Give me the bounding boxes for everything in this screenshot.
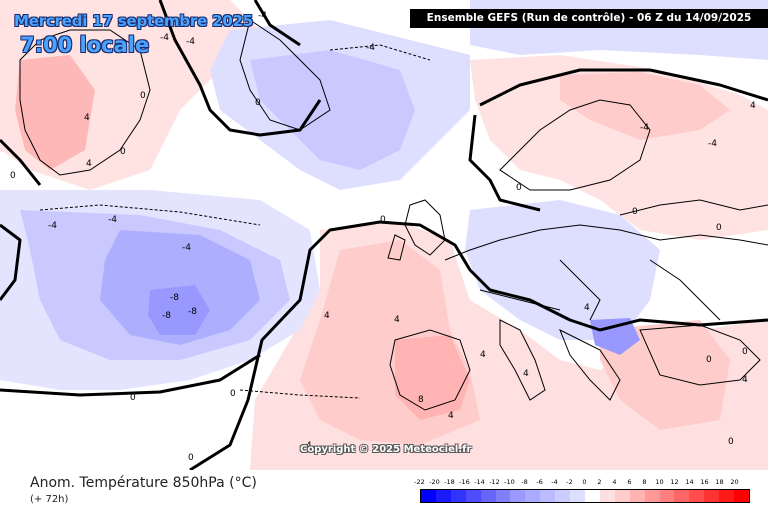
legend-swatch (480, 490, 496, 502)
contour-value-label: 4 (394, 315, 400, 325)
run-info-banner: Ensemble GEFS (Run de contrôle) - 06 Z d… (410, 9, 768, 28)
contour-value-label: 0 (716, 223, 722, 233)
legend-swatch (495, 490, 511, 502)
legend-label: 0 (582, 478, 587, 486)
legend-label: 18 (715, 478, 724, 486)
contour-value-label: -4 (160, 33, 169, 43)
lead-time-label: (+ 72h) (30, 494, 69, 505)
contour-value-label: 4 (742, 375, 748, 385)
legend-label: -6 (536, 478, 543, 486)
contour-value-label: 0 (728, 437, 734, 447)
legend-color-bar (420, 489, 750, 503)
contour-value-label: -4 (640, 123, 649, 133)
contour-value-label: -8 (188, 307, 197, 317)
contour-value-label: 0 (130, 393, 136, 403)
legend-swatch (435, 490, 451, 502)
contour-value-label: 4 (523, 369, 529, 379)
legend-swatch (510, 490, 526, 502)
contour-value-label: 0 (255, 98, 261, 108)
contour-value-label: 4 (480, 350, 486, 360)
legend-label: -20 (429, 478, 440, 486)
parameter-label: Anom. Température 850hPa (°C) (30, 475, 257, 491)
dashed-contours (39, 44, 431, 399)
legend-swatch (614, 490, 630, 502)
legend-label: 8 (642, 478, 647, 486)
legend-label: 20 (730, 478, 739, 486)
legend-label: 14 (685, 478, 694, 486)
contour-value-label: -4 (182, 243, 191, 253)
legend-label: -2 (566, 478, 573, 486)
legend-swatch (450, 490, 466, 502)
contour-value-label: 0 (742, 347, 748, 357)
legend-swatch (555, 490, 571, 502)
legend-swatch (659, 490, 675, 502)
legend-swatch (540, 490, 556, 502)
contour-value-label: -8 (170, 293, 179, 303)
legend-label: -8 (521, 478, 528, 486)
contour-value-label: 4 (324, 311, 330, 321)
contour-value-label: 0 (188, 453, 194, 463)
legend-swatch (644, 490, 660, 502)
contour-value-label: 0 (632, 207, 638, 217)
legend-swatch (674, 490, 690, 502)
legend-label: -22 (414, 478, 425, 486)
legend-label: 16 (700, 478, 709, 486)
contour-value-label: 4 (84, 113, 90, 123)
coastlines (19, 19, 768, 411)
contour-value-label: 0 (706, 355, 712, 365)
legend-swatch (599, 490, 615, 502)
legend-label: 12 (670, 478, 679, 486)
contour-value-label: -4 (48, 221, 57, 231)
legend-label: 2 (597, 478, 602, 486)
forecast-time: 7:00 locale (20, 33, 150, 57)
contour-value-label: 0 (516, 183, 522, 193)
legend-swatch (421, 490, 436, 502)
anomaly-negative-areas (0, 0, 768, 390)
legend-label: -18 (444, 478, 455, 486)
contour-value-label: 4 (306, 441, 312, 451)
contour-labels: -4 -4 -4 -4 0 0 0 4 4 0 -4 -4 -4 -8 -8 -8 0 0 4 4 4 4 8 4 0 4 4 4 0 -… (10, 11, 756, 463)
contour-value-label: -8 (162, 311, 171, 321)
legend-swatch (689, 490, 705, 502)
legend-label: -12 (489, 478, 500, 486)
contour-value-label: 0 (10, 171, 16, 181)
legend-swatch (734, 490, 749, 502)
legend-swatch (584, 490, 600, 502)
legend-label: -16 (459, 478, 470, 486)
forecast-date: Mercredi 17 septembre 2025 (14, 12, 254, 30)
copyright-notice: Copyright © 2025 Meteociel.fr (300, 444, 472, 455)
legend-swatch (525, 490, 541, 502)
anomaly-positive-areas (0, 0, 768, 470)
legend-swatch (465, 490, 481, 502)
contour-value-label: -4 (108, 215, 117, 225)
contour-value-label: -4 (708, 139, 717, 149)
zero-contours (0, 0, 768, 470)
contour-value-label: 4 (448, 411, 454, 421)
contour-value-label: -4 (366, 43, 375, 53)
legend-label: -10 (504, 478, 515, 486)
contour-value-label: 4 (86, 159, 92, 169)
legend-label: 4 (612, 478, 617, 486)
contour-value-label: 4 (750, 101, 756, 111)
legend-swatch (704, 490, 720, 502)
contour-value-label: 0 (380, 215, 386, 225)
legend-scale-labels: -22 -20 -18 -16 -14 -12 -10 -8 -6 -4 -2 0 2 4 6 8 10 12 14… (412, 478, 752, 488)
legend-label: -4 (551, 478, 558, 486)
legend-swatch (719, 490, 735, 502)
legend-label: 6 (627, 478, 632, 486)
temperature-anomaly-map: -4 -4 -4 -4 0 0 0 4 4 0 -4 -4 -4 -8 -8 -8 0 0 4 4 4 4 8 4 0 4 4 4 0 -… (0, 0, 768, 470)
contour-value-label: 0 (120, 147, 126, 157)
legend-label: 10 (655, 478, 664, 486)
contour-value-label: 0 (140, 91, 146, 101)
contour-value-label: -4 (186, 37, 195, 47)
contour-value-label: 8 (418, 395, 424, 405)
legend-label: -14 (474, 478, 485, 486)
contour-value-label: -4 (258, 11, 267, 21)
legend-swatch (629, 490, 645, 502)
contour-value-label: 0 (230, 389, 236, 399)
legend-swatch (570, 490, 585, 502)
contour-value-label: 4 (584, 303, 590, 313)
